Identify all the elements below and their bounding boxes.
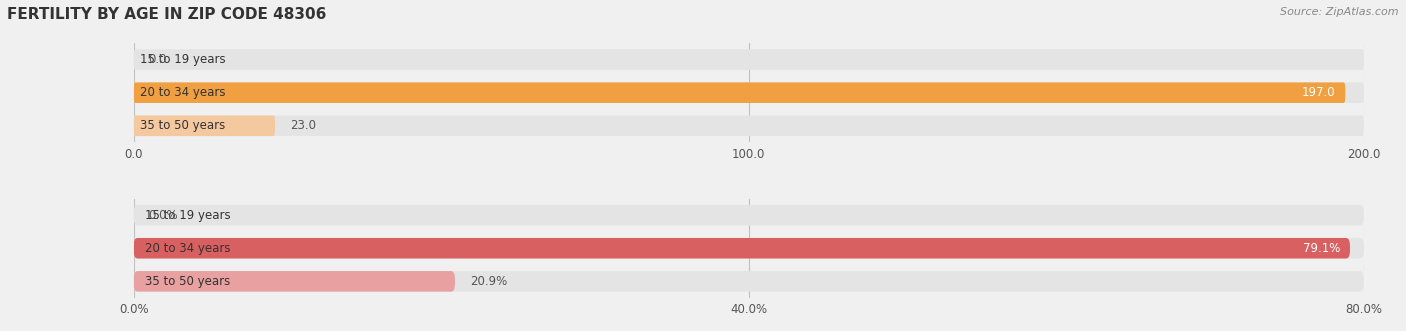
- FancyBboxPatch shape: [134, 238, 1364, 259]
- FancyBboxPatch shape: [134, 271, 1364, 292]
- FancyBboxPatch shape: [134, 116, 1364, 136]
- Text: 35 to 50 years: 35 to 50 years: [145, 275, 231, 288]
- Text: 0.0: 0.0: [149, 53, 167, 66]
- Text: 0.0%: 0.0%: [149, 209, 179, 222]
- Text: 23.0: 23.0: [290, 119, 316, 132]
- Text: 20.9%: 20.9%: [470, 275, 508, 288]
- FancyBboxPatch shape: [134, 238, 1350, 259]
- Text: 197.0: 197.0: [1302, 86, 1336, 99]
- Text: 20 to 34 years: 20 to 34 years: [141, 86, 226, 99]
- Text: 15 to 19 years: 15 to 19 years: [145, 209, 231, 222]
- FancyBboxPatch shape: [134, 82, 1364, 103]
- FancyBboxPatch shape: [134, 82, 1346, 103]
- Text: Source: ZipAtlas.com: Source: ZipAtlas.com: [1281, 7, 1399, 17]
- Text: 79.1%: 79.1%: [1303, 242, 1340, 255]
- FancyBboxPatch shape: [134, 205, 1364, 225]
- Text: FERTILITY BY AGE IN ZIP CODE 48306: FERTILITY BY AGE IN ZIP CODE 48306: [7, 7, 326, 22]
- FancyBboxPatch shape: [134, 271, 456, 292]
- Text: 35 to 50 years: 35 to 50 years: [141, 119, 225, 132]
- Text: 15 to 19 years: 15 to 19 years: [141, 53, 226, 66]
- FancyBboxPatch shape: [134, 116, 276, 136]
- FancyBboxPatch shape: [134, 49, 1364, 70]
- Text: 20 to 34 years: 20 to 34 years: [145, 242, 231, 255]
